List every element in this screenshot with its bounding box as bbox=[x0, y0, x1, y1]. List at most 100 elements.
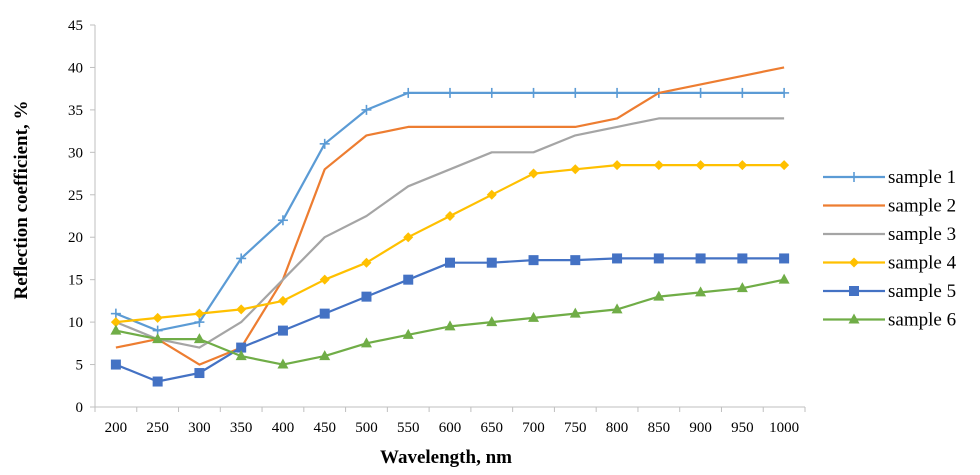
data-point bbox=[110, 308, 121, 319]
data-point bbox=[277, 215, 288, 226]
y-tick-label: 40 bbox=[68, 60, 83, 76]
data-point bbox=[528, 168, 539, 179]
data-point bbox=[486, 257, 497, 268]
data-point bbox=[737, 160, 748, 171]
y-tick-label: 30 bbox=[68, 145, 83, 161]
series-sample-3 bbox=[115, 117, 785, 349]
data-point bbox=[152, 376, 163, 387]
data-point bbox=[779, 160, 790, 171]
data-point bbox=[361, 291, 372, 302]
legend-marker bbox=[849, 257, 859, 268]
data-point bbox=[528, 311, 540, 322]
y-axis-ticks: 0 5 10 15 20 25 30 35 40 45 bbox=[68, 18, 95, 416]
data-point bbox=[569, 307, 581, 318]
y-tick-label: 45 bbox=[68, 18, 83, 34]
legend-item: sample 2 bbox=[823, 196, 956, 217]
data-point bbox=[110, 317, 121, 328]
legend-marker bbox=[849, 286, 859, 296]
x-tick-label: 200 bbox=[105, 420, 128, 436]
data-point bbox=[695, 87, 706, 98]
y-tick-label: 0 bbox=[76, 400, 84, 416]
data-point bbox=[570, 164, 581, 175]
legend-label: sample 5 bbox=[888, 281, 956, 302]
data-point bbox=[695, 286, 707, 297]
data-point bbox=[445, 257, 455, 268]
y-axis-title: Reflection coefficient, % bbox=[11, 101, 32, 300]
x-tick-label: 400 bbox=[272, 420, 295, 436]
data-point bbox=[653, 290, 665, 301]
data-point bbox=[194, 317, 205, 328]
data-point bbox=[319, 274, 330, 285]
x-tick-label: 550 bbox=[397, 420, 420, 436]
data-point bbox=[236, 304, 247, 315]
y-tick-label: 5 bbox=[76, 358, 84, 374]
data-point bbox=[403, 274, 414, 285]
x-tick-label: 650 bbox=[481, 420, 504, 436]
data-point bbox=[277, 295, 288, 306]
data-point bbox=[319, 350, 331, 361]
data-point bbox=[444, 320, 456, 331]
data-point bbox=[528, 87, 539, 98]
data-point bbox=[152, 333, 164, 344]
y-tick-label: 25 bbox=[68, 188, 83, 204]
y-tick-label: 15 bbox=[68, 273, 83, 289]
x-tick-label: 350 bbox=[230, 420, 253, 436]
data-point bbox=[236, 253, 247, 264]
x-tick-label: 850 bbox=[648, 420, 671, 436]
data-point bbox=[152, 312, 163, 323]
x-tick-label: 300 bbox=[188, 420, 211, 436]
data-point bbox=[361, 104, 372, 115]
data-point bbox=[194, 308, 205, 319]
x-tick-label: 950 bbox=[731, 420, 754, 436]
legend: sample 1 sample 2 sample 3 sample 4 sample 5… bbox=[823, 167, 957, 331]
data-point bbox=[360, 337, 372, 348]
data-point bbox=[779, 253, 790, 264]
x-tick-label: 450 bbox=[313, 420, 336, 436]
x-tick-label: 700 bbox=[522, 420, 545, 436]
x-tick-label: 800 bbox=[606, 420, 629, 436]
legend-label: sample 4 bbox=[888, 253, 957, 274]
legend-item: sample 1 bbox=[823, 167, 956, 188]
legend-item: sample 3 bbox=[823, 224, 956, 245]
legend-marker bbox=[848, 313, 860, 324]
series-sample-5 bbox=[110, 253, 790, 387]
x-tick-label: 600 bbox=[439, 420, 462, 436]
legend-label: sample 2 bbox=[888, 196, 956, 217]
series-lines bbox=[110, 66, 790, 387]
data-point bbox=[612, 160, 623, 171]
data-point bbox=[737, 253, 748, 264]
data-point bbox=[403, 87, 414, 98]
legend-item: sample 4 bbox=[823, 253, 957, 274]
data-point bbox=[528, 255, 539, 266]
data-point bbox=[612, 253, 623, 264]
data-point bbox=[570, 87, 581, 98]
data-point bbox=[695, 253, 706, 264]
data-point bbox=[736, 282, 748, 293]
data-point bbox=[778, 273, 790, 284]
legend-item: sample 6 bbox=[823, 310, 956, 331]
y-tick-label: 35 bbox=[68, 103, 83, 119]
x-tick-label: 1000 bbox=[769, 420, 799, 436]
series-sample-1 bbox=[110, 87, 790, 336]
data-point bbox=[361, 257, 372, 268]
data-point bbox=[402, 328, 414, 339]
x-axis-ticks: 200 250 300 350 400 450 500 550 600 650 700 750 800 8… bbox=[94, 407, 806, 436]
x-tick-label: 250 bbox=[146, 420, 169, 436]
data-point bbox=[319, 308, 330, 319]
x-axis-title: Wavelength, nm bbox=[380, 447, 512, 468]
data-point bbox=[194, 368, 205, 379]
data-point bbox=[445, 211, 455, 221]
series-line bbox=[115, 66, 785, 366]
data-point bbox=[695, 160, 706, 171]
data-point bbox=[319, 138, 330, 149]
data-point bbox=[486, 189, 497, 200]
data-point bbox=[193, 333, 205, 344]
series-line bbox=[115, 117, 785, 349]
x-tick-label: 750 bbox=[564, 420, 587, 436]
legend-item: sample 5 bbox=[823, 281, 956, 302]
data-point bbox=[737, 87, 748, 98]
series-line bbox=[115, 257, 785, 383]
legend-marker bbox=[849, 172, 859, 182]
y-tick-label: 10 bbox=[68, 315, 83, 331]
